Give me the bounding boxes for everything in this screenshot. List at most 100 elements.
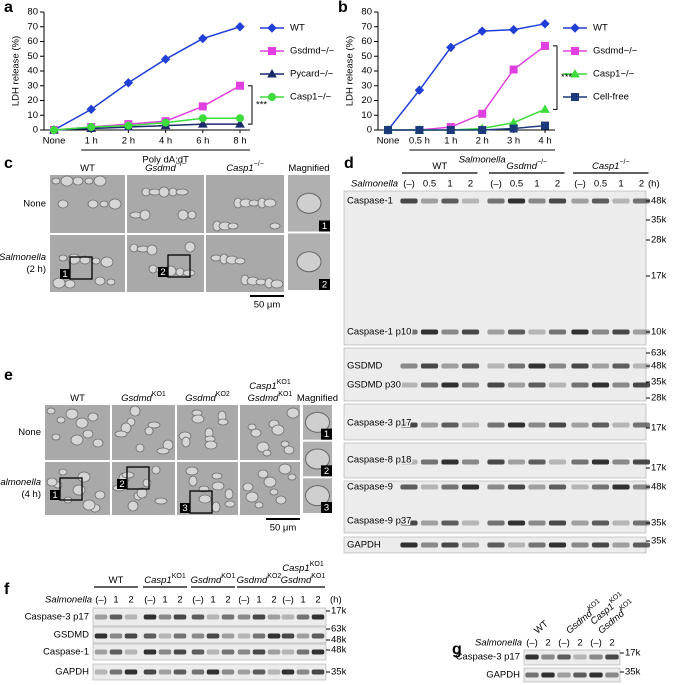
inset-number: 3 [182, 503, 187, 514]
band [612, 382, 630, 388]
data-point [161, 118, 170, 127]
legend-marker [571, 93, 579, 101]
gene-name: Gsdmd [237, 575, 268, 586]
gene-label: Magnified [288, 163, 329, 174]
gene-sup: −/− [619, 159, 629, 166]
gene-sup: KO1 [278, 391, 292, 398]
y-tick-label: 80 [361, 7, 372, 18]
gene-sup: KO1 [311, 573, 325, 580]
cell [250, 428, 262, 438]
gene-name: Gsdmd [185, 393, 216, 404]
band [528, 382, 546, 388]
gene-sup: KO1 [172, 573, 186, 580]
inset-tag [117, 479, 127, 489]
y-tick-label: 10 [361, 110, 372, 121]
lane-label: (–) [590, 638, 602, 649]
size-marker: 28k [651, 393, 667, 404]
lane-label: 1 [447, 179, 452, 190]
y-tick-label: 0 [33, 125, 38, 136]
cell [204, 440, 218, 450]
band [143, 669, 157, 675]
band [591, 484, 610, 490]
gene-label: WT [80, 163, 95, 174]
band [591, 542, 610, 548]
cell [87, 199, 99, 209]
size-marker: 63k [331, 624, 347, 635]
lane-label: (–) [238, 595, 250, 606]
band [591, 363, 610, 369]
inset-number: 3 [324, 503, 329, 514]
band [525, 654, 539, 660]
size-marker: 48k [651, 361, 667, 372]
band [632, 542, 651, 548]
band [441, 329, 459, 335]
cell [56, 416, 66, 424]
band [461, 520, 480, 526]
x-tick-label: 6 h [196, 136, 209, 147]
data-point [50, 126, 58, 134]
cell [269, 222, 281, 230]
band [612, 520, 630, 526]
band [237, 633, 251, 639]
gene-label: WT [70, 393, 85, 404]
band [612, 422, 630, 428]
band [420, 484, 439, 490]
band [400, 329, 418, 335]
gene-name: WT [109, 575, 124, 586]
band [441, 459, 459, 465]
blot-label: Caspase-9 [347, 482, 393, 493]
gene-sup: −/− [254, 161, 264, 168]
cell [269, 488, 279, 496]
lane-label: 0.5 [594, 179, 607, 190]
band [632, 382, 651, 388]
lane-label: 2 [271, 595, 276, 606]
blot [92, 643, 327, 661]
band [143, 633, 157, 639]
size-marker: 35k [625, 667, 641, 678]
cell [255, 278, 267, 286]
data-point [236, 81, 244, 90]
cell [245, 491, 259, 503]
band [507, 329, 526, 335]
panel-label: a [4, 0, 13, 16]
gene-sup: KO1 [618, 598, 633, 612]
band [252, 614, 266, 620]
band [571, 459, 589, 465]
size-marker: 48k [651, 482, 667, 493]
blot-label: Caspase-1 [347, 196, 393, 207]
cell [82, 429, 94, 439]
band [541, 654, 555, 660]
band [420, 198, 439, 204]
cell [296, 192, 322, 214]
band [252, 649, 266, 655]
band [158, 649, 172, 655]
cell [72, 484, 86, 496]
band [267, 633, 281, 639]
cell [211, 501, 221, 513]
cell [46, 477, 58, 487]
data-point [541, 121, 549, 130]
blot-label: GAPDH [55, 667, 89, 678]
blot-label: Caspase-8 p18 [347, 455, 411, 466]
band [109, 614, 123, 620]
band [311, 669, 325, 675]
legend-label: Gsdmd−/− [593, 46, 638, 57]
cell [305, 485, 330, 507]
y-tick-label: 80 [27, 7, 38, 18]
size-marker: 63k [651, 348, 667, 359]
lane-label: (–) [282, 595, 294, 606]
band [94, 649, 108, 655]
significance-bracket [248, 85, 253, 125]
lane-label: 1 [256, 595, 261, 606]
blot [523, 649, 621, 666]
size-marker: 35k [331, 667, 347, 678]
band [441, 520, 459, 526]
band [109, 633, 123, 639]
band [605, 654, 619, 660]
inset-tag [180, 503, 190, 513]
band [571, 329, 589, 335]
data-point [87, 123, 96, 132]
cell [175, 188, 189, 196]
cell [305, 448, 330, 470]
